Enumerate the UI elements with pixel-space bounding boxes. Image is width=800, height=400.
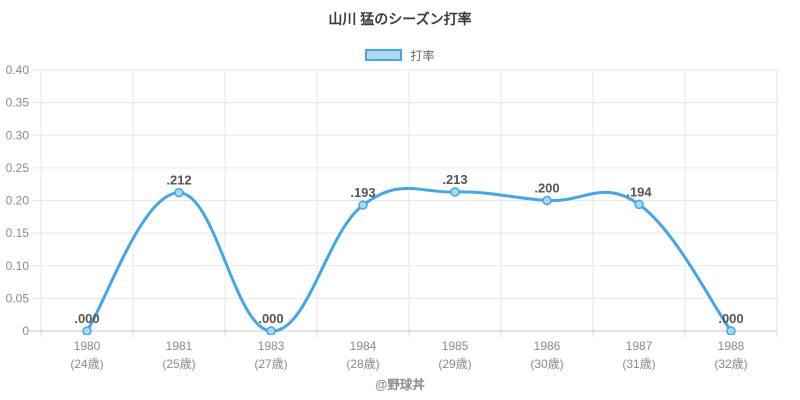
data-point[interactable] xyxy=(174,187,184,198)
data-point-label: .000 xyxy=(258,311,283,326)
legend-swatch xyxy=(365,49,403,61)
data-point-label: .213 xyxy=(442,172,467,187)
x-tick-label-age: (32歳) xyxy=(714,357,747,371)
data-point-label: .200 xyxy=(534,181,559,196)
chart-title: 山川 猛のシーズン打率 xyxy=(328,11,472,27)
x-tick-label-age: (28歳) xyxy=(346,357,379,371)
x-tick-label-age: (29歳) xyxy=(438,357,471,371)
y-tick-label: 0.05 xyxy=(6,291,30,305)
x-tick-label-year: 1980 xyxy=(74,339,101,353)
y-tick-label: 0.15 xyxy=(6,226,30,240)
x-tick-label-age: (24歳) xyxy=(70,357,103,371)
footer-credit: @野球丼 xyxy=(375,378,425,392)
data-point-label: .000 xyxy=(74,311,99,326)
data-point[interactable] xyxy=(450,187,460,197)
x-tick-label-age: (31歳) xyxy=(622,357,655,371)
data-point-label: .000 xyxy=(718,311,743,326)
x-tick-label-year: 1983 xyxy=(258,339,285,353)
x-tick-label-year: 1987 xyxy=(626,339,653,353)
legend-item-batting-average[interactable]: 打率 xyxy=(365,47,435,64)
y-tick-label: 0.30 xyxy=(6,128,30,142)
data-point[interactable] xyxy=(542,195,552,206)
data-point[interactable] xyxy=(634,199,644,210)
y-tick-label: 0 xyxy=(22,324,29,338)
y-tick-label: 0.25 xyxy=(6,161,30,175)
x-tick-label-year: 1986 xyxy=(534,339,561,353)
x-tick-label-age: (30歳) xyxy=(530,357,563,371)
y-tick-label: 0.20 xyxy=(6,194,30,208)
x-tick-label-year: 1988 xyxy=(718,339,745,353)
y-tick-label: 0.40 xyxy=(6,63,30,77)
x-tick-label-year: 1981 xyxy=(166,339,193,353)
legend: 打率 xyxy=(0,46,800,64)
y-tick-label: 0.10 xyxy=(6,259,30,273)
data-point-label: .194 xyxy=(626,184,652,199)
y-tick-label: 0.35 xyxy=(6,96,30,110)
x-tick-label-year: 1985 xyxy=(442,339,469,353)
data-point[interactable] xyxy=(266,326,276,335)
data-point-label: .212 xyxy=(166,173,191,188)
data-point-label: .193 xyxy=(350,185,375,200)
x-tick-label-year: 1984 xyxy=(350,339,377,353)
data-point[interactable] xyxy=(358,200,368,210)
data-point[interactable] xyxy=(726,326,736,335)
legend-label: 打率 xyxy=(410,48,435,63)
x-tick-label-age: (27歳) xyxy=(254,357,287,371)
x-tick-label-age: (25歳) xyxy=(162,357,195,371)
data-point[interactable] xyxy=(82,326,92,335)
